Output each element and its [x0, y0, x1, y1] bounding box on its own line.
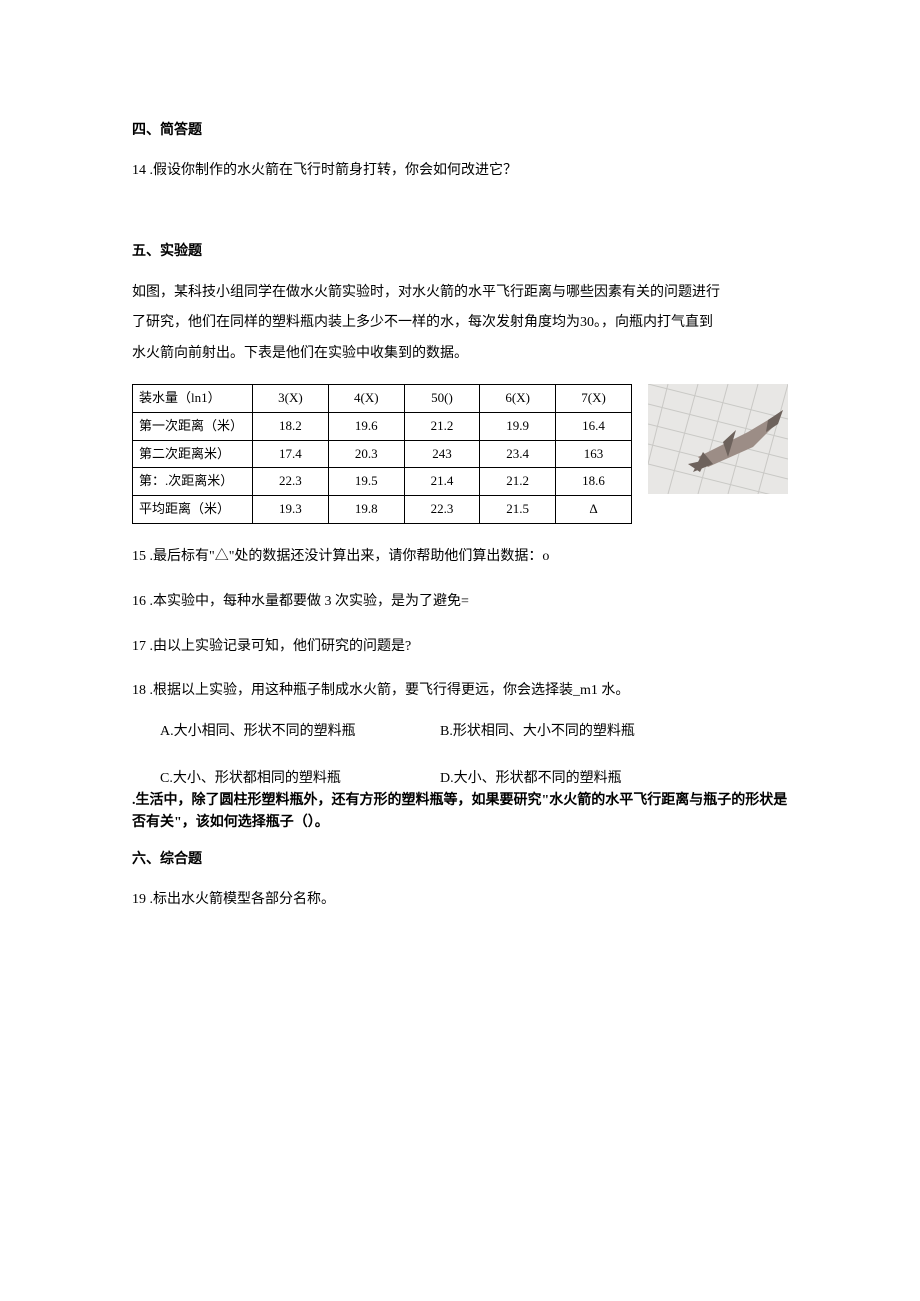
intro-line-3: 水火箭向前射出。下表是他们在实验中收集到的数据。	[132, 346, 468, 361]
option-d: D.大小、形状都不同的塑料瓶	[440, 768, 788, 790]
data-cell: 16.4	[556, 412, 632, 440]
row-label: 第二次距离米）	[133, 440, 253, 468]
data-cell: 21.5	[480, 496, 556, 524]
section-6-heading: 六、综合题	[132, 849, 788, 871]
question-18: 18 .根据以上实验，用这种瓶子制成水火箭，要飞行得更远，你会选择装_m1 水。	[132, 676, 788, 707]
options-row-2: C.大小、形状都相同的塑料瓶 D.大小、形状都不同的塑料瓶	[160, 768, 788, 790]
table-and-figure: 装水量（ln1） 3(X) 4(X) 50() 6(X) 7(X) 第一次距离（…	[132, 384, 788, 524]
row-label: 第一次距离（米）	[133, 412, 253, 440]
header-cell: 50()	[404, 384, 480, 412]
data-cell: 21.4	[404, 468, 480, 496]
data-cell: 21.2	[480, 468, 556, 496]
spacer	[132, 754, 788, 768]
data-cell: 22.3	[404, 496, 480, 524]
water-rocket-icon	[678, 402, 788, 482]
data-cell: 20.3	[328, 440, 404, 468]
section-4-heading: 四、简答题	[132, 120, 788, 142]
question-19: 19 .标出水火箭模型各部分名称。	[132, 885, 788, 916]
option-b: B.形状相同、大小不同的塑料瓶	[440, 721, 788, 743]
table-row: 第二次距离米） 17.4 20.3 243 23.4 163	[133, 440, 632, 468]
data-cell: 23.4	[480, 440, 556, 468]
header-cell: 7(X)	[556, 384, 632, 412]
option-c: C.大小、形状都相同的塑料瓶	[160, 768, 440, 790]
data-cell: 19.5	[328, 468, 404, 496]
data-cell: 22.3	[253, 468, 329, 496]
data-cell: Δ	[556, 496, 632, 524]
data-cell: 19.3	[253, 496, 329, 524]
table-row: 第：.次距离米） 22.3 19.5 21.4 21.2 18.6	[133, 468, 632, 496]
question-15: 15 .最后标有"△"处的数据还没计算出来，请你帮助他们算出数据：o	[132, 542, 788, 573]
data-cell: 243	[404, 440, 480, 468]
experiment-data-table: 装水量（ln1） 3(X) 4(X) 50() 6(X) 7(X) 第一次距离（…	[132, 384, 632, 524]
question-16: 16 .本实验中，每种水量都要做 3 次实验，是为了避免=	[132, 587, 788, 618]
data-cell: 19.8	[328, 496, 404, 524]
section-5-intro: 如图，某科技小组同学在做水火箭实验时，对水火箭的水平飞行距离与哪些因素有关的问题…	[132, 278, 788, 370]
document-page: 四、简答题 14 .假设你制作的水火箭在飞行时箭身打转，你会如何改进它？ 五、实…	[0, 0, 920, 1010]
intro-line-2: 了研究，他们在同样的塑料瓶内装上多少不一样的水，每次发射角度均为30。，向瓶内打…	[132, 315, 713, 330]
question-17: 17 .由以上实验记录可知，他们研究的问题是?	[132, 632, 788, 663]
data-cell: 19.9	[480, 412, 556, 440]
question-14: 14 .假设你制作的水火箭在飞行时箭身打转，你会如何改进它？	[132, 156, 788, 187]
spacer	[132, 201, 788, 241]
intro-line-1: 如图，某科技小组同学在做水火箭实验时，对水火箭的水平飞行距离与哪些因素有关的问题…	[132, 285, 720, 300]
option-a: A.大小相同、形状不同的塑料瓶	[160, 721, 440, 743]
header-cell: 6(X)	[480, 384, 556, 412]
row-label: 平均距离（米）	[133, 496, 253, 524]
header-cell: 装水量（ln1）	[133, 384, 253, 412]
header-cell: 3(X)	[253, 384, 329, 412]
data-cell: 19.6	[328, 412, 404, 440]
data-cell: 17.4	[253, 440, 329, 468]
followup-question: .生活中，除了圆柱形塑料瓶外，还有方形的塑料瓶等，如果要研究"水火箭的水平飞行距…	[132, 790, 788, 835]
table-header-row: 装水量（ln1） 3(X) 4(X) 50() 6(X) 7(X)	[133, 384, 632, 412]
table-row: 第一次距离（米） 18.2 19.6 21.2 19.9 16.4	[133, 412, 632, 440]
table-row: 平均距离（米） 19.3 19.8 22.3 21.5 Δ	[133, 496, 632, 524]
rocket-photo	[648, 384, 788, 494]
options-row-1: A.大小相同、形状不同的塑料瓶 B.形状相同、大小不同的塑料瓶	[160, 721, 788, 743]
data-cell: 21.2	[404, 412, 480, 440]
data-cell: 18.2	[253, 412, 329, 440]
data-cell: 163	[556, 440, 632, 468]
section-5-heading: 五、实验题	[132, 241, 788, 263]
row-label: 第：.次距离米）	[133, 468, 253, 496]
header-cell: 4(X)	[328, 384, 404, 412]
data-cell: 18.6	[556, 468, 632, 496]
